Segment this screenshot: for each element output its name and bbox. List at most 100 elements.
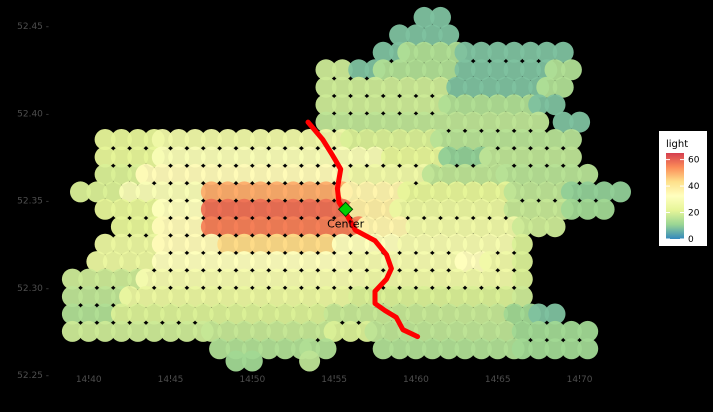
heatmap-cell [331, 251, 353, 273]
heatmap-cell [299, 233, 321, 255]
heatmap-cell [331, 268, 353, 290]
heatmap-cell [364, 198, 386, 220]
heatmap-cell [479, 129, 501, 150]
heatmap-cell [462, 233, 484, 255]
heatmap-cell [446, 111, 468, 133]
heatmap-cell [487, 216, 509, 238]
heatmap-cell [405, 24, 427, 46]
heatmap-cell [569, 111, 591, 133]
heatmap-cell [282, 286, 304, 307]
heatmap-cell [528, 146, 550, 168]
heatmap-cell [495, 320, 517, 342]
heatmap-cell [389, 216, 411, 238]
heatmap-cell [340, 181, 361, 203]
y-axis: 52.25 - 52.30 - 52.35 - 52.40 - 52.45 - [17, 22, 49, 381]
heatmap-cell [520, 198, 541, 220]
heatmap-cell [593, 181, 615, 203]
heatmap-cell [102, 251, 124, 273]
heatmap-cell [323, 303, 345, 325]
heatmap-cell [397, 163, 419, 185]
heatmap-cell [86, 181, 108, 203]
heatmap-cell [315, 111, 337, 133]
heatmap-cell [282, 146, 304, 168]
heatmap-cell [200, 268, 222, 290]
heatmap-cell [160, 320, 181, 342]
heatmap-cell [577, 320, 599, 342]
heatmap-cell [184, 268, 206, 290]
heatmap-cell [250, 216, 271, 238]
center-label: Center [327, 217, 365, 230]
heatmap-cell [200, 251, 222, 273]
heatmap-cell [405, 59, 427, 81]
heatmap-cell [446, 181, 468, 203]
heatmap-cell [241, 303, 263, 325]
heatmap-cell [168, 181, 190, 203]
heatmap-cell [282, 268, 304, 290]
x-tick-label: 14.65 [485, 375, 511, 385]
heatmap-cell [168, 286, 190, 307]
heatmap-cell [438, 216, 460, 238]
heatmap-cell [430, 320, 451, 342]
heatmap-cell [479, 76, 501, 98]
center-marker-group: Center [327, 201, 365, 230]
heatmap-cell [331, 216, 353, 238]
heatmap-cell [479, 111, 501, 133]
heatmap-cell [143, 303, 165, 325]
heatmap-cell [438, 163, 460, 185]
x-tick-label: 14.60 [403, 375, 429, 385]
legend: light 0 20 40 60 [659, 131, 707, 246]
heatmap-cell [282, 216, 304, 238]
heatmap-cell [299, 216, 321, 238]
heatmap-cell [299, 350, 321, 372]
heatmap-cell [70, 181, 91, 203]
heatmap-cell [552, 41, 574, 63]
heatmap-cell [78, 320, 100, 342]
heatmap-cell [470, 41, 492, 63]
heatmap-cell [331, 59, 353, 81]
heatmap-cell [233, 146, 255, 168]
heatmap-cell [266, 320, 288, 342]
heatmap-cell [151, 268, 173, 290]
heatmap-cell [233, 216, 255, 238]
heatmap-cell [290, 303, 312, 325]
heatmap-cell [94, 129, 116, 150]
heatmap-cell [135, 268, 157, 290]
legend-tick-label: 60 [688, 156, 700, 166]
heatmap-cell [282, 233, 304, 255]
heatmap-cell [110, 198, 132, 220]
heatmap-cell [372, 303, 394, 325]
heatmap-cell [503, 41, 525, 63]
heatmap-cell [577, 181, 599, 203]
heatmap-cell [168, 129, 190, 150]
heatmap-cell [315, 198, 337, 220]
heatmap-cell [110, 163, 132, 185]
heatmap-cell [315, 59, 337, 81]
heatmap-cell [454, 59, 476, 81]
heatmap-cell [233, 198, 255, 220]
heatmap-cell [487, 303, 509, 325]
heatmap-cell [479, 320, 501, 342]
heatmap-cell [503, 198, 525, 220]
heatmap-cell [200, 129, 222, 150]
heatmap-cell [282, 251, 304, 273]
heatmap-cell [61, 320, 83, 342]
heatmap-cell [487, 59, 509, 81]
heatmap-cell [421, 163, 443, 185]
heatmap-cell [495, 268, 517, 290]
heatmap-cell [560, 59, 582, 81]
heatmap-cell [151, 181, 173, 203]
heatmap-cell [446, 320, 468, 342]
heatmap-cell [430, 286, 451, 307]
heatmap-cell [184, 163, 206, 185]
heatmap-cell [430, 233, 451, 255]
heatmap-cell [413, 233, 435, 255]
heatmap-cell [184, 233, 206, 255]
heatmap-cell [397, 146, 419, 168]
heatmap-cell [511, 163, 533, 185]
heatmap-cell [299, 320, 321, 342]
heatmap-cell [299, 268, 321, 290]
heatmap-cell [380, 163, 402, 185]
heatmap-cell [315, 233, 337, 255]
heatmap-cell [266, 251, 288, 273]
heatmap-cell [94, 320, 116, 342]
